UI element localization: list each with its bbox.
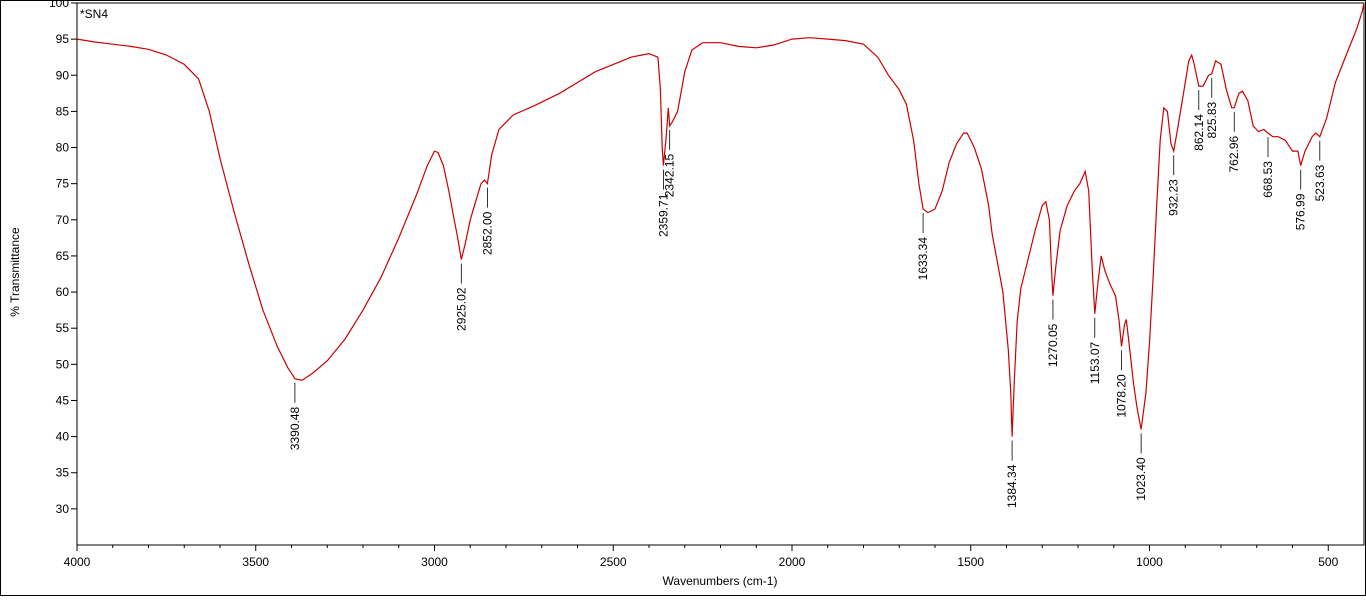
y-tick-label: 85 bbox=[56, 104, 70, 118]
x-tick-label: 500 bbox=[1318, 555, 1338, 569]
peak-label: 1078.20 bbox=[1115, 374, 1129, 418]
peak-label: 1270.05 bbox=[1046, 323, 1060, 367]
peak-label: 3390.48 bbox=[288, 406, 302, 450]
x-tick-label: 2000 bbox=[779, 555, 806, 569]
x-axis-label: Wavenumbers (cm-1) bbox=[663, 574, 778, 588]
y-tick-label: 75 bbox=[56, 177, 70, 191]
y-tick-label: 40 bbox=[56, 430, 70, 444]
chart-title: *SN4 bbox=[80, 7, 108, 21]
x-tick-label: 1000 bbox=[1136, 555, 1163, 569]
peak-label: 1633.34 bbox=[916, 237, 930, 281]
y-tick-label: 100 bbox=[49, 0, 69, 10]
x-tick-label: 1500 bbox=[957, 555, 984, 569]
peak-label: 523.63 bbox=[1313, 164, 1327, 201]
peak-label: 862.14 bbox=[1192, 114, 1206, 151]
y-tick-label: 90 bbox=[56, 68, 70, 82]
peak-label: 825.83 bbox=[1205, 101, 1219, 138]
peak-label: 1384.34 bbox=[1005, 464, 1019, 508]
peak-label: 668.53 bbox=[1261, 161, 1275, 198]
peak-label: 1153.07 bbox=[1088, 341, 1102, 384]
y-tick-label: 65 bbox=[56, 249, 70, 263]
x-tick-label: 2500 bbox=[600, 555, 627, 569]
y-tick-label: 35 bbox=[56, 466, 70, 480]
y-axis-label: % Transmittance bbox=[8, 227, 22, 317]
y-tick-label: 80 bbox=[56, 141, 70, 155]
peak-label: 2852.00 bbox=[480, 211, 494, 255]
x-axis: 4000 3500 3000 2500 2000 1500 1000 500 bbox=[64, 545, 1339, 569]
y-tick-label: 95 bbox=[56, 32, 70, 46]
peak-label: 2359.71 bbox=[656, 193, 670, 237]
peak-label: 2342.15 bbox=[663, 154, 677, 198]
x-tick-label: 3000 bbox=[421, 555, 448, 569]
y-tick-label: 70 bbox=[56, 213, 70, 227]
x-tick-label: 4000 bbox=[64, 555, 91, 569]
peak-label: 2925.02 bbox=[454, 287, 468, 331]
peak-label: 576.99 bbox=[1294, 193, 1308, 230]
y-axis: 100 95 90 85 80 75 70 65 60 55 50 45 40 35 30 bbox=[49, 0, 77, 516]
y-tick-label: 45 bbox=[56, 393, 70, 407]
peak-label: 1023.40 bbox=[1134, 457, 1148, 501]
y-tick-label: 30 bbox=[56, 502, 70, 516]
x-tick-label: 3500 bbox=[242, 555, 269, 569]
peak-label: 932.23 bbox=[1167, 179, 1181, 216]
spectrum-line bbox=[76, 2, 1365, 437]
y-tick-label: 50 bbox=[56, 357, 70, 371]
y-tick-label: 60 bbox=[56, 285, 70, 299]
y-tick-label: 55 bbox=[56, 321, 70, 335]
peak-label: 762.96 bbox=[1227, 135, 1241, 172]
